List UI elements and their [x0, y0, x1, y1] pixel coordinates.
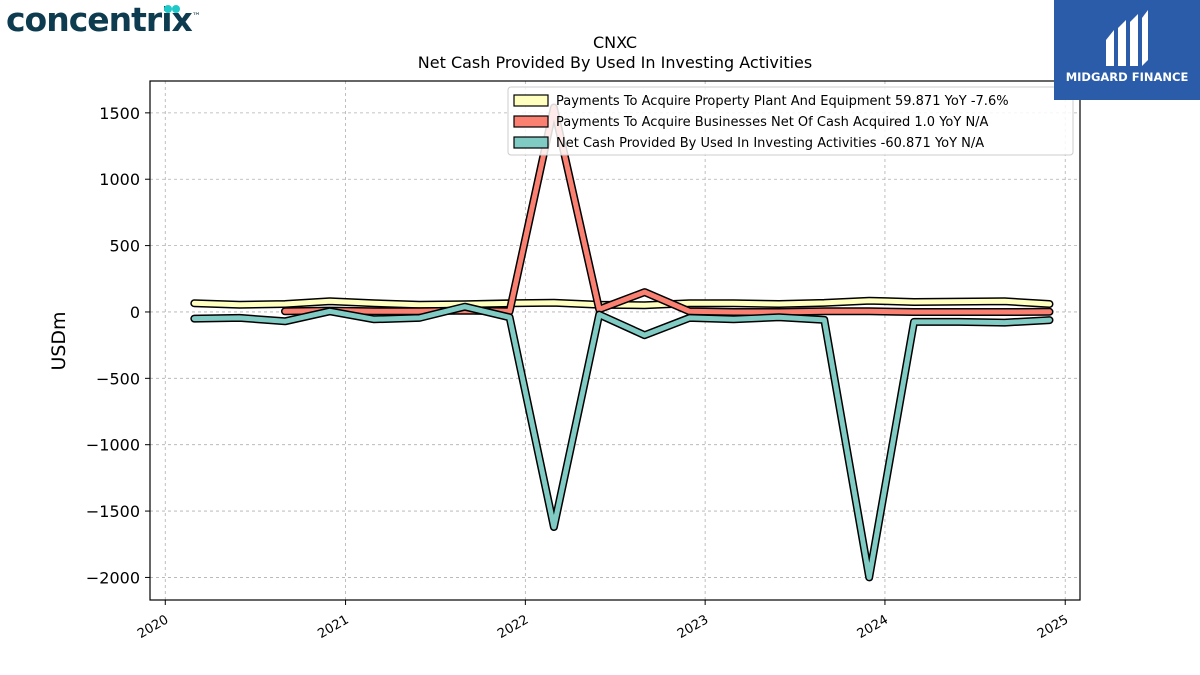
legend: Payments To Acquire Property Plant And E… [507, 86, 1074, 156]
y-tick-label: −1500 [86, 502, 140, 521]
series-layer [190, 103, 1054, 582]
series-businesses [281, 103, 1054, 316]
x-tick-label: 2020 [135, 612, 171, 642]
x-tick-label: 2024 [855, 612, 891, 642]
series-investing [190, 302, 1054, 582]
legend-swatch [513, 115, 549, 128]
logo-dots-icon [164, 5, 180, 13]
chart-subtitle: Net Cash Provided By Used In Investing A… [418, 53, 812, 72]
midgard-finance-logo: MIDGARD FINANCE [1054, 0, 1200, 100]
y-axis-label: USDm [48, 311, 70, 370]
chart-title: CNXC [593, 33, 637, 52]
midgard-logo-text: MIDGARD FINANCE [1065, 70, 1189, 84]
y-tick-label: 1500 [99, 104, 140, 123]
legend-label: Payments To Acquire Property Plant And E… [556, 94, 1009, 109]
concentrix-logo-text: concentrix [6, 0, 193, 39]
grid [150, 81, 1080, 600]
y-tick-label: −2000 [86, 568, 140, 587]
x-axis: 2020 2021 2022 2023 2024 2025 [135, 600, 1071, 642]
y-tick-label: 500 [109, 237, 140, 256]
y-tick-label: −1000 [86, 436, 140, 455]
trademark-icon: ™ [191, 12, 201, 22]
legend-label: Payments To Acquire Businesses Net Of Ca… [556, 115, 989, 130]
x-tick-label: 2022 [495, 612, 531, 642]
series-line [191, 304, 1052, 580]
series-line [191, 298, 1052, 308]
y-axis: 1500 1000 500 0 −500 −1000 −1500 −2000 [86, 104, 150, 587]
legend-swatch [513, 94, 549, 107]
x-tick-label: 2025 [1035, 612, 1071, 642]
series-line [282, 105, 1052, 315]
y-tick-label: 1000 [99, 170, 140, 189]
x-tick-label: 2021 [315, 612, 351, 642]
y-tick-label: 0 [130, 303, 140, 322]
concentrix-logo: concentrix™ [6, 0, 201, 39]
legend-label: Net Cash Provided By Used In Investing A… [556, 136, 984, 151]
y-tick-label: −500 [96, 369, 140, 388]
series-line-outline [190, 302, 1054, 582]
plot-frame [149, 80, 1081, 601]
legend-box [507, 86, 1074, 156]
x-tick-label: 2023 [675, 612, 711, 642]
legend-swatch [513, 136, 549, 149]
midgard-emblem-icon [1106, 10, 1148, 66]
series-ppe [190, 296, 1054, 310]
